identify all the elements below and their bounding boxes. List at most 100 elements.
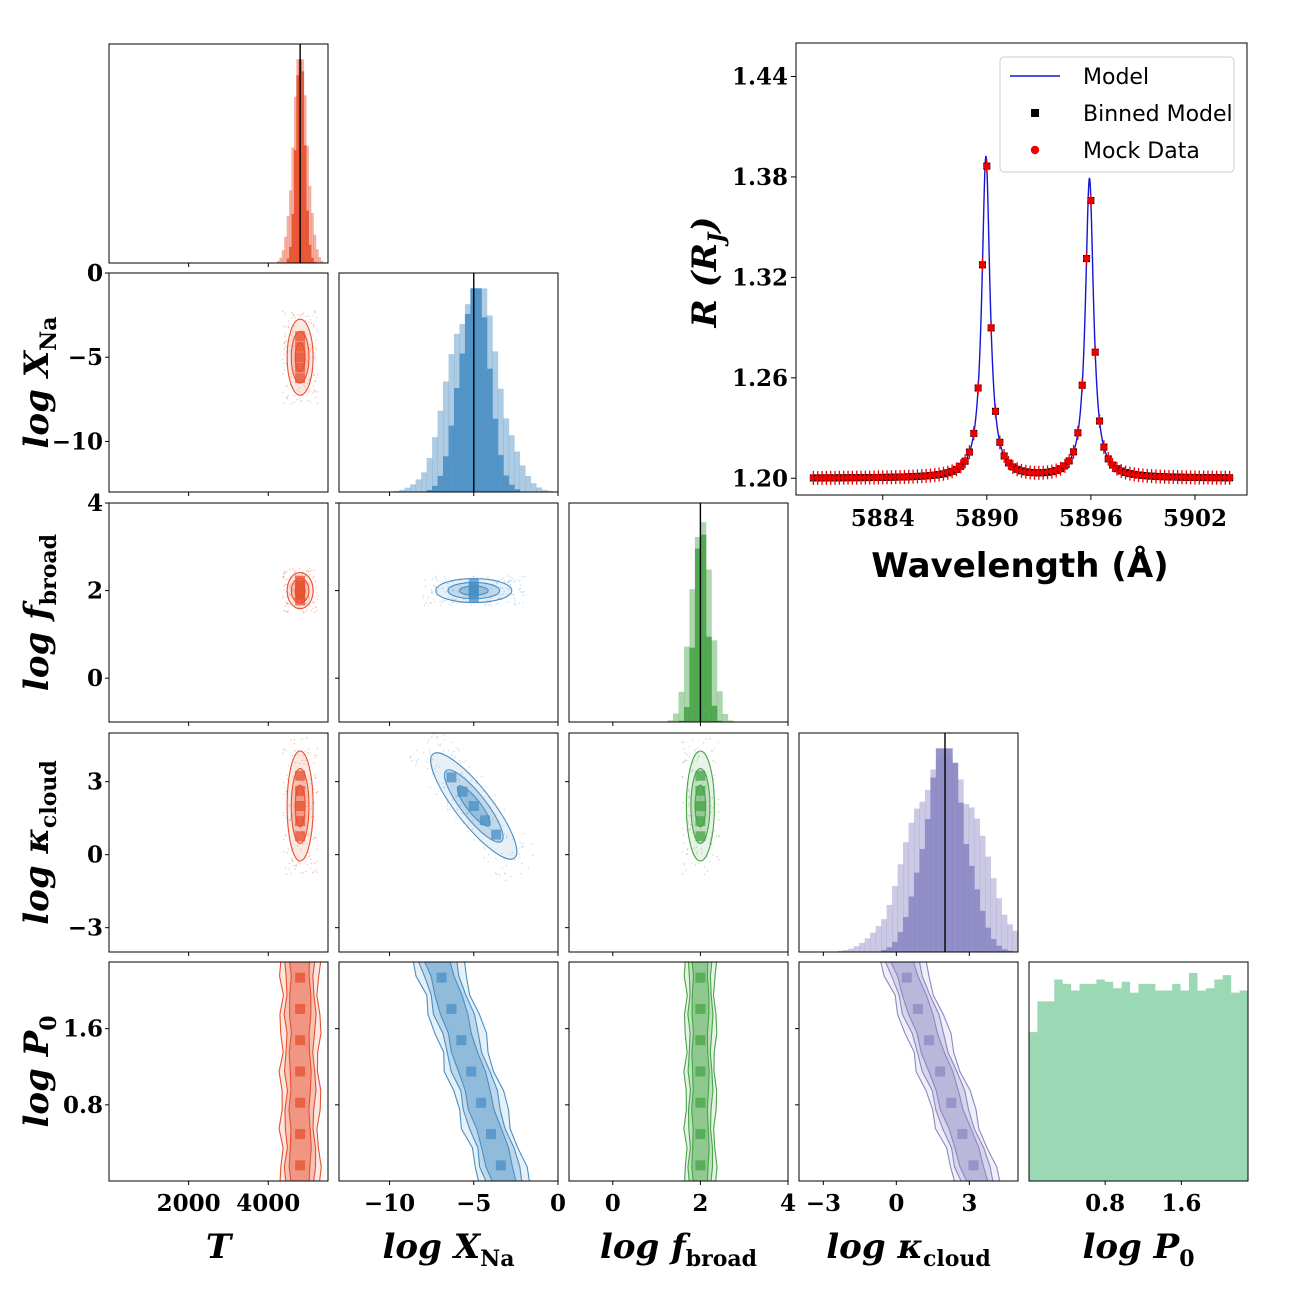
joint-cell	[468, 592, 479, 603]
joint-sample	[706, 870, 709, 872]
joint-sample	[498, 874, 501, 876]
joint-sample	[447, 808, 449, 811]
joint-sample	[685, 853, 688, 855]
joint-cell	[912, 1003, 923, 1014]
joint-sample	[519, 841, 521, 844]
joint-sample	[502, 593, 505, 595]
panel-P-K	[795, 961, 1019, 1185]
joint-sample	[452, 783, 454, 786]
joint-sample	[301, 829, 303, 831]
joint-sample	[314, 380, 316, 383]
joint-sample	[411, 759, 413, 762]
joint-sample	[502, 577, 504, 580]
joint-cell	[479, 815, 490, 826]
joint-sample	[436, 765, 438, 767]
hist-bar	[892, 941, 898, 952]
joint-sample	[313, 601, 315, 604]
hist-bar	[303, 145, 307, 263]
hist-bar	[996, 945, 1002, 952]
mock-point	[1104, 455, 1112, 463]
hist-bar	[497, 388, 504, 492]
joint-sample	[316, 391, 319, 393]
joint-cell	[901, 972, 912, 983]
joint-sample	[291, 316, 293, 319]
joint-sample	[703, 798, 705, 801]
joint-sample	[460, 804, 463, 806]
hist-bar	[946, 748, 953, 952]
joint-sample	[499, 597, 501, 599]
panel-content	[880, 962, 1001, 1181]
joint-sample	[287, 848, 290, 850]
joint-sample	[490, 597, 492, 599]
joint-sample	[503, 809, 505, 811]
joint-sample	[308, 377, 311, 379]
y-axis-label-sub: broad	[36, 534, 62, 605]
joint-sample	[284, 326, 287, 328]
panel-content	[1029, 972, 1248, 1181]
joint-sample	[718, 811, 720, 813]
joint-sample	[457, 591, 459, 593]
joint-sample	[293, 314, 295, 316]
joint-sample	[409, 756, 412, 759]
panel-content	[281, 737, 319, 875]
joint-sample	[684, 752, 687, 754]
mock-point	[1065, 457, 1073, 465]
spectrum-legend: Model Binned Model Mock Data	[999, 56, 1235, 173]
joint-sample	[316, 871, 319, 873]
joint-cell	[695, 1129, 706, 1140]
joint-sample	[306, 608, 308, 611]
joint-cell	[695, 1066, 706, 1077]
joint-sample	[284, 787, 286, 789]
joint-sample	[518, 853, 520, 855]
joint-sample	[310, 862, 313, 865]
joint-sample	[501, 824, 503, 827]
joint-sample	[304, 870, 307, 873]
hist-bar	[426, 490, 433, 492]
joint-sample	[292, 749, 295, 752]
joint-sample	[465, 600, 468, 602]
y-tick-label-top: 0	[87, 260, 103, 287]
joint-sample	[286, 578, 289, 581]
legend-mock-swatch	[1030, 145, 1040, 155]
joint-sample	[307, 321, 309, 324]
joint-sample	[316, 748, 319, 750]
joint-sample	[314, 379, 317, 382]
spectrum-frame	[795, 42, 1248, 496]
joint-sample	[513, 581, 515, 583]
x-axis-label-main: T	[206, 1227, 234, 1267]
joint-sample	[506, 601, 509, 603]
joint-sample	[686, 853, 688, 855]
joint-sample	[684, 759, 687, 761]
joint-sample	[451, 581, 454, 583]
hist-bar	[279, 257, 283, 263]
hist-bar	[503, 475, 510, 492]
joint-sample	[435, 594, 438, 597]
joint-sample	[304, 750, 307, 753]
panel-content	[667, 503, 734, 722]
panel-frame	[108, 272, 329, 493]
joint-sample	[689, 823, 692, 826]
joint-sample	[287, 603, 289, 605]
joint-sample	[514, 859, 516, 861]
joint-sample	[704, 866, 706, 868]
hist-bar	[525, 475, 532, 492]
joint-sample	[315, 587, 317, 589]
joint-sample	[519, 857, 521, 859]
joint-sample	[485, 786, 488, 788]
joint-sample	[314, 581, 316, 583]
joint-sample	[316, 848, 318, 850]
y-tick-label: 1.6	[63, 1016, 103, 1043]
y-axis-label-main: log X	[17, 349, 57, 448]
joint-sample	[316, 591, 318, 594]
joint-sample	[462, 598, 465, 600]
joint-sample	[312, 325, 315, 327]
joint-sample	[681, 850, 683, 853]
joint-sample	[284, 610, 286, 613]
joint-sample	[286, 398, 289, 400]
joint-sample	[301, 330, 304, 332]
joint-sample	[683, 760, 685, 762]
mock-point	[965, 448, 974, 456]
joint-sample	[290, 334, 292, 336]
joint-sample	[292, 330, 295, 332]
joint-sample	[458, 759, 460, 762]
